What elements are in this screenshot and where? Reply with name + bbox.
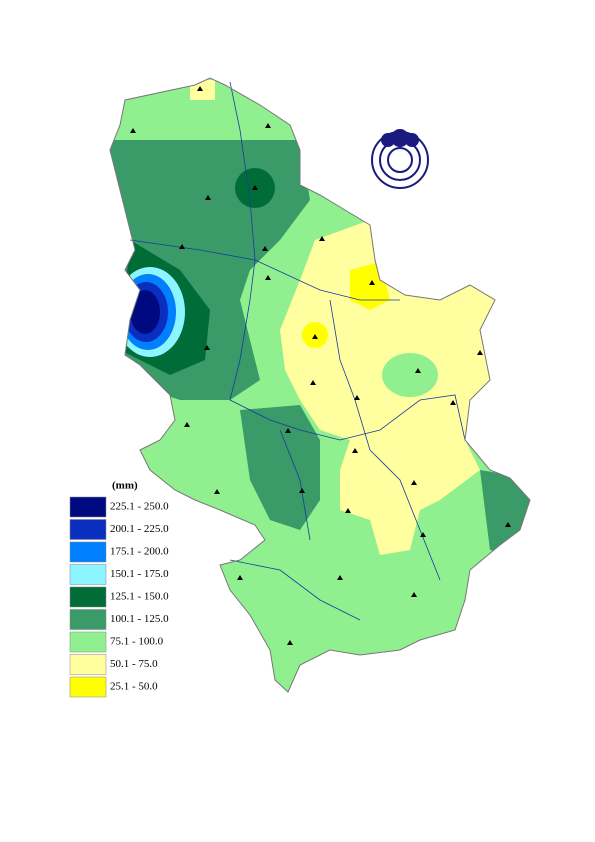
- rivers: [129, 81, 466, 621]
- legend-swatch: [69, 631, 107, 653]
- stations: [130, 86, 511, 645]
- legend-label: 150.1 - 175.0: [110, 568, 169, 580]
- legend-swatch: [69, 676, 107, 698]
- legend-unit: (mm): [112, 480, 138, 492]
- legend-swatch: [69, 564, 107, 585]
- legend-label: 225.1 - 250.0: [110, 501, 169, 513]
- legend-swatch: [69, 654, 107, 675]
- legend-swatch: [69, 609, 107, 630]
- logo: [371, 129, 429, 189]
- legend-label: 25.1 - 50.0: [110, 681, 158, 693]
- legend-label: 75.1 - 100.0: [110, 636, 164, 648]
- legend-label: 125.1 - 150.0: [110, 591, 169, 603]
- legend-swatch: [69, 586, 107, 608]
- legend-label: 200.1 - 225.0: [110, 523, 169, 535]
- legend-swatch: [69, 496, 107, 518]
- legend-label: 50.1 - 75.0: [110, 658, 158, 670]
- legend-label: 100.1 - 125.0: [110, 613, 169, 625]
- legend-label: 175.1 - 200.0: [110, 546, 169, 558]
- legend-swatch: [69, 541, 107, 563]
- legend-swatch: [69, 519, 107, 540]
- country-border: [109, 77, 531, 693]
- legend: (mm) 225.1 - 250.0 200.1 - 225.0 175.1 - 2…: [69, 480, 169, 698]
